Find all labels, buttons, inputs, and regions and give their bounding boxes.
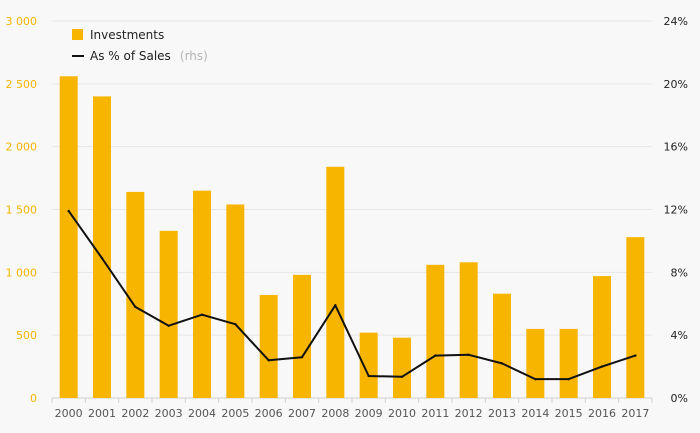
x-tick-label: 2012 [455, 407, 483, 420]
y-right-tick-label: 4% [671, 329, 688, 342]
x-tick-label: 2016 [588, 407, 616, 420]
line-point-2014 [534, 378, 536, 380]
x-tick-label: 2013 [488, 407, 516, 420]
y-left-tick-label: 1 500 [6, 204, 38, 217]
x-tick-label: 2009 [355, 407, 383, 420]
bar-2000 [60, 76, 78, 398]
y-left-tick-label: 1 000 [6, 266, 38, 279]
y-axis-left: 0 500 1 000 1 500 2 000 2 500 3 000 [6, 15, 38, 405]
bar-2014 [526, 329, 544, 398]
bar-2008 [326, 167, 344, 398]
bar-2010 [393, 338, 411, 398]
y-axis-right: 0% 4% 8% 12% 16% 20% 24% [664, 15, 688, 405]
x-tick-label: 2005 [221, 407, 249, 420]
legend-label-pct-sales-suffix: (rhs) [180, 49, 208, 63]
x-tick-label: 2001 [88, 407, 116, 420]
y-right-tick-label: 16% [664, 141, 688, 154]
bar-2007 [293, 275, 311, 398]
y-right-tick-label: 12% [664, 204, 688, 217]
line-point-2009 [367, 375, 369, 377]
line-pct-sales-path [69, 211, 636, 379]
line-point-2017 [634, 354, 636, 356]
bar-2005 [226, 204, 244, 398]
bar-2004 [193, 191, 211, 398]
line-point-2015 [567, 378, 569, 380]
line-point-2006 [267, 359, 269, 361]
legend-label-investments: Investments [90, 28, 164, 42]
y-left-tick-label: 3 000 [6, 15, 38, 28]
x-tick-label: 2015 [555, 407, 583, 420]
bar-2003 [160, 231, 178, 398]
line-point-2008 [334, 304, 336, 306]
line-point-2011 [434, 354, 436, 356]
y-left-tick-label: 500 [16, 329, 37, 342]
y-right-tick-label: 20% [664, 78, 688, 91]
line-point-2001 [101, 257, 103, 259]
bar-2013 [493, 294, 511, 398]
legend-swatch-investments [72, 29, 83, 40]
x-tick-label: 2006 [255, 407, 283, 420]
bar-2016 [593, 276, 611, 398]
line-point-2004 [201, 314, 203, 316]
legend: Investments As % of Sales (rhs) [72, 28, 208, 64]
line-point-2002 [134, 306, 136, 308]
y-left-tick-label: 0 [30, 392, 37, 405]
y-left-tick-label: 2 000 [6, 141, 38, 154]
x-tick-label: 2017 [621, 407, 649, 420]
line-point-2012 [467, 354, 469, 356]
line-point-2000 [67, 210, 69, 212]
x-tick-label: 2014 [521, 407, 549, 420]
line-point-2003 [167, 325, 169, 327]
bar-2001 [93, 96, 111, 398]
legend-label-pct-sales: As % of Sales (rhs) [90, 45, 208, 64]
line-point-2010 [401, 376, 403, 378]
bar-2012 [460, 262, 478, 398]
line-point-2013 [501, 362, 503, 364]
bar-2011 [426, 265, 444, 398]
x-tick-label: 2002 [121, 407, 149, 420]
x-tick-label: 2004 [188, 407, 216, 420]
y-right-tick-label: 24% [664, 15, 688, 28]
y-right-tick-label: 0% [671, 392, 688, 405]
bar-2006 [260, 295, 278, 398]
bar-2017 [626, 237, 644, 398]
line-point-2007 [301, 356, 303, 358]
x-tick-label: 2007 [288, 407, 316, 420]
y-right-tick-label: 8% [671, 266, 688, 279]
x-axis: 2000 2001 2002 2003 2004 2005 2006 2007 2008 2009… [52, 398, 652, 420]
x-tick-label: 2000 [55, 407, 83, 420]
x-tick-label: 2010 [388, 407, 416, 420]
x-tick-label: 2003 [155, 407, 183, 420]
bar-2002 [126, 192, 144, 398]
line-pct-sales [67, 210, 636, 380]
legend-label-pct-sales-main: As % of Sales [90, 49, 171, 63]
y-left-tick-label: 2 500 [6, 78, 38, 91]
bar-2015 [560, 329, 578, 398]
x-tick-label: 2011 [421, 407, 449, 420]
bar-2009 [360, 333, 378, 398]
line-point-2016 [601, 365, 603, 367]
x-tick-label: 2008 [321, 407, 349, 420]
line-point-2005 [234, 323, 236, 325]
bars-investments [60, 76, 645, 398]
